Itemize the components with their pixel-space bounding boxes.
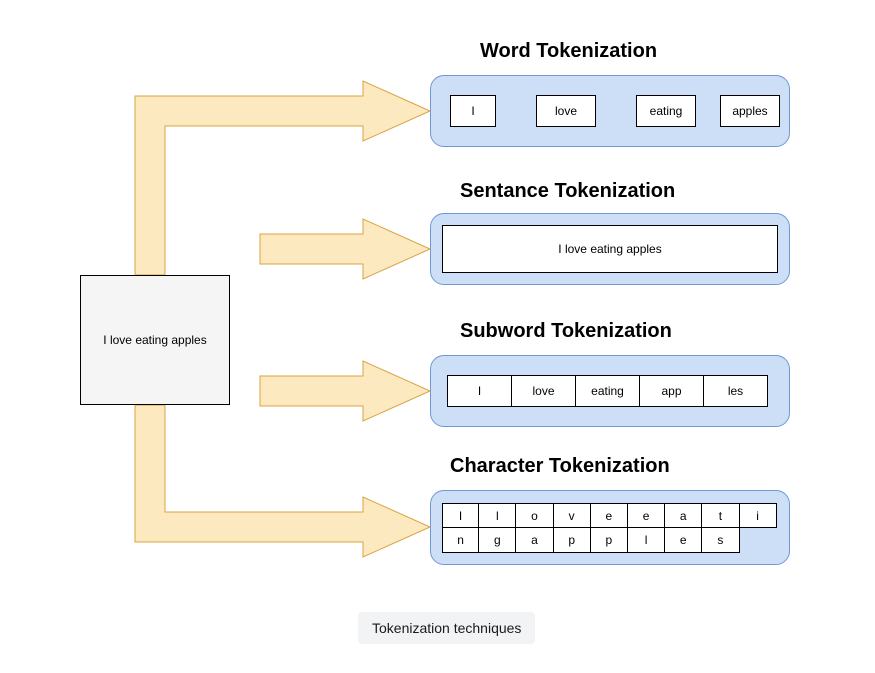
subword-token-1: love <box>511 375 576 407</box>
subword-token-0: I <box>447 375 512 407</box>
subword-token-2: eating <box>575 375 640 407</box>
arrow-word-clean <box>135 81 430 275</box>
word-token-3: apples <box>720 95 780 127</box>
sentence-box: I love eating apples <box>442 225 778 273</box>
arrow-sentence <box>260 219 430 279</box>
char-token-13: p <box>591 528 628 553</box>
title-subword: Subword Tokenization <box>460 320 672 343</box>
char-token-9: n <box>442 528 479 553</box>
char-token-7: t <box>702 503 739 528</box>
char-token-15: e <box>665 528 702 553</box>
title-character: Character Tokenization <box>450 455 670 478</box>
title-sentence: Sentance Tokenization <box>460 180 675 203</box>
char-token-14: l <box>628 528 665 553</box>
char-token-3: v <box>554 503 591 528</box>
arrow-subword <box>260 361 430 421</box>
subword-row: Iloveeatingapples <box>447 375 768 407</box>
char-token-2: o <box>516 503 553 528</box>
char-grid: Iloveeatingapples <box>442 503 777 553</box>
caption-badge: Tokenization techniques <box>358 612 535 644</box>
char-token-0: I <box>442 503 479 528</box>
char-token-10: g <box>479 528 516 553</box>
char-token-5: e <box>628 503 665 528</box>
char-token-12: p <box>554 528 591 553</box>
char-token-1: l <box>479 503 516 528</box>
subword-token-3: app <box>639 375 704 407</box>
char-token-8: i <box>740 503 777 528</box>
sentence-text: I love eating apples <box>558 242 661 256</box>
caption-text: Tokenization techniques <box>372 620 521 636</box>
char-token-6: a <box>665 503 702 528</box>
subword-token-4: les <box>703 375 768 407</box>
diagram-canvas: { "input": { "text": "I love eating appl… <box>0 0 875 673</box>
input-box: I love eating apples <box>80 275 230 405</box>
title-word: Word Tokenization <box>480 40 657 63</box>
char-token-11: a <box>516 528 553 553</box>
word-token-0: I <box>450 95 496 127</box>
input-text: I love eating apples <box>103 333 206 347</box>
char-token-4: e <box>591 503 628 528</box>
word-token-1: love <box>536 95 596 127</box>
char-token-16: s <box>702 528 739 553</box>
arrow-character <box>135 405 430 557</box>
word-token-2: eating <box>636 95 696 127</box>
